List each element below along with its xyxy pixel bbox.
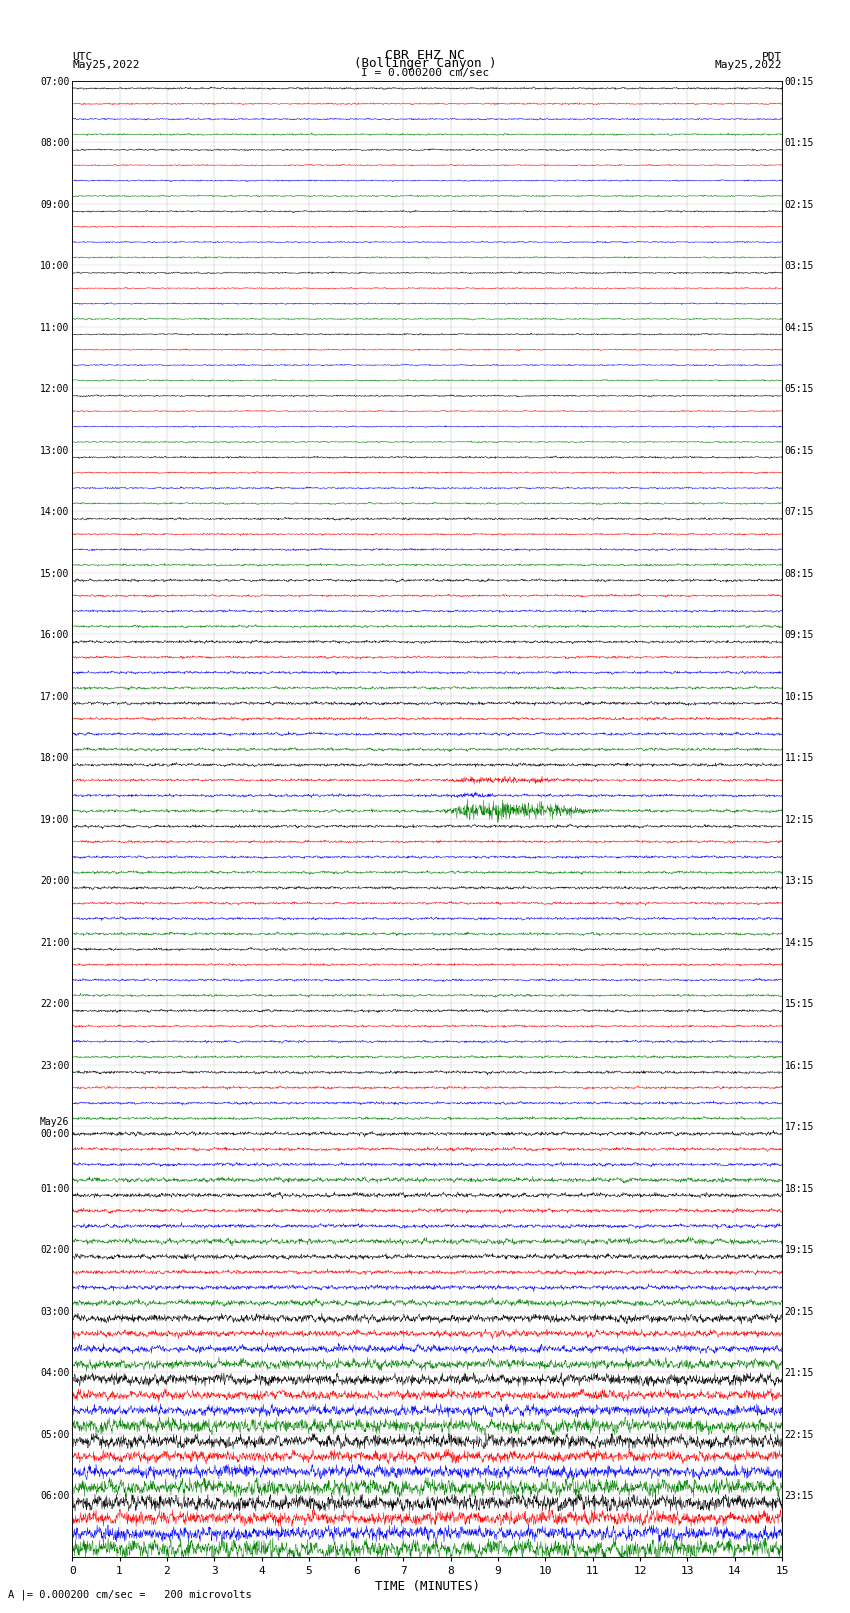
Text: PDT: PDT bbox=[762, 52, 782, 63]
Text: May25,2022: May25,2022 bbox=[715, 60, 782, 71]
X-axis label: TIME (MINUTES): TIME (MINUTES) bbox=[375, 1579, 479, 1592]
Text: CBR EHZ NC: CBR EHZ NC bbox=[385, 48, 465, 63]
Text: (Bollinger Canyon ): (Bollinger Canyon ) bbox=[354, 56, 496, 71]
Text: A |= 0.000200 cm/sec =   200 microvolts: A |= 0.000200 cm/sec = 200 microvolts bbox=[8, 1589, 252, 1600]
Text: I = 0.000200 cm/sec: I = 0.000200 cm/sec bbox=[361, 68, 489, 77]
Text: May25,2022: May25,2022 bbox=[72, 60, 139, 71]
Text: UTC: UTC bbox=[72, 52, 93, 63]
